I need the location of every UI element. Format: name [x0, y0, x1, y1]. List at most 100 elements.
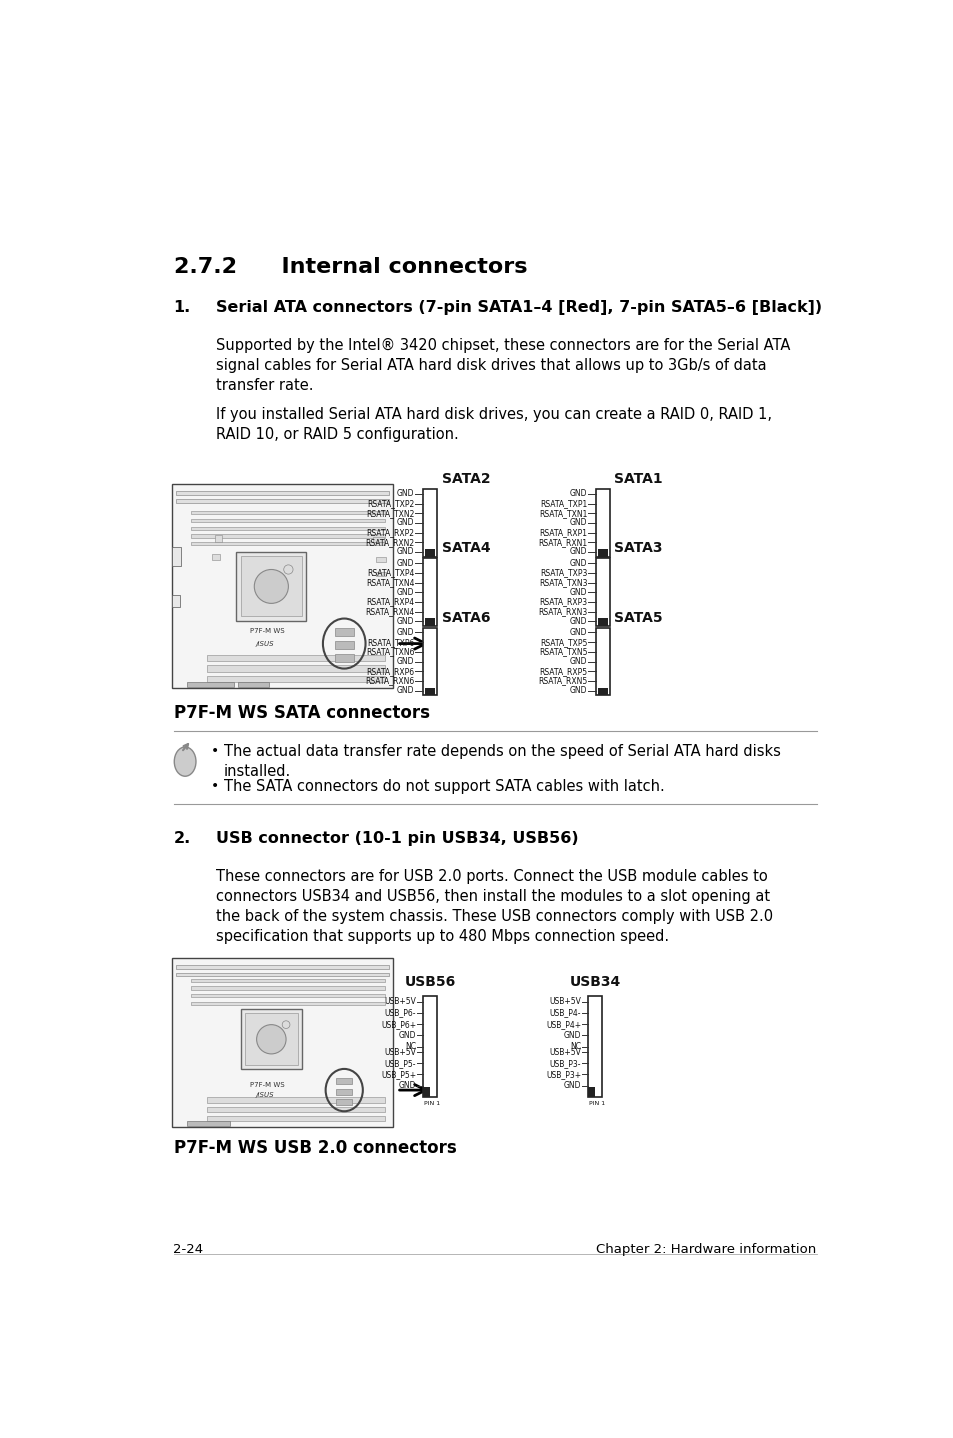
Bar: [241, 557, 301, 617]
Bar: [192, 979, 385, 982]
Bar: [192, 535, 385, 538]
Text: 1.: 1.: [173, 299, 191, 315]
Bar: [187, 1122, 230, 1126]
Text: •: •: [211, 779, 218, 794]
Text: RSATA_TXP1: RSATA_TXP1: [539, 499, 587, 508]
Text: RSATA_RXP4: RSATA_RXP4: [366, 597, 415, 607]
Text: GND: GND: [569, 617, 587, 626]
Text: SATA3: SATA3: [614, 541, 662, 555]
Text: USB_P6-: USB_P6-: [384, 1008, 416, 1018]
FancyArrowPatch shape: [399, 638, 425, 649]
Bar: [336, 1077, 352, 1084]
Bar: [425, 618, 435, 626]
Bar: [214, 535, 222, 542]
Text: SATA2: SATA2: [441, 472, 490, 486]
Bar: [336, 1089, 352, 1094]
Text: RSATA_RXN2: RSATA_RXN2: [365, 538, 415, 546]
Text: GND: GND: [396, 686, 415, 695]
Bar: [375, 572, 385, 577]
Text: 2.7.2  Internal connectors: 2.7.2 Internal connectors: [173, 257, 526, 278]
Bar: [422, 489, 436, 557]
Text: RSATA_TXN2: RSATA_TXN2: [366, 509, 415, 518]
Bar: [236, 552, 306, 621]
Bar: [373, 536, 383, 542]
Text: P7F-M WS: P7F-M WS: [250, 1081, 285, 1089]
Bar: [335, 641, 354, 649]
Text: USB_P4-: USB_P4-: [549, 1008, 580, 1018]
Text: •: •: [211, 743, 218, 758]
Bar: [336, 1099, 352, 1106]
Text: GND: GND: [396, 657, 415, 666]
Text: PIN 1: PIN 1: [423, 1100, 439, 1106]
Bar: [172, 546, 181, 567]
Text: NC: NC: [405, 1043, 416, 1051]
Text: GND: GND: [396, 519, 415, 528]
Text: USB_P5-: USB_P5-: [384, 1058, 416, 1068]
Text: USB+5V: USB+5V: [384, 998, 416, 1007]
Bar: [422, 627, 436, 696]
Text: GND: GND: [569, 686, 587, 695]
Bar: [192, 986, 385, 989]
Text: SATA4: SATA4: [441, 541, 490, 555]
Bar: [175, 492, 389, 495]
Bar: [172, 595, 179, 607]
Text: P7F-M WS: P7F-M WS: [250, 628, 285, 634]
FancyArrowPatch shape: [399, 1084, 425, 1096]
Text: RSATA_RXP5: RSATA_RXP5: [538, 667, 587, 676]
FancyArrowPatch shape: [183, 743, 188, 751]
Text: GND: GND: [569, 519, 587, 528]
Text: GND: GND: [396, 588, 415, 597]
Text: RSATA_RXN3: RSATA_RXN3: [537, 607, 587, 615]
Text: RSATA_TXN6: RSATA_TXN6: [366, 647, 415, 656]
Bar: [192, 512, 385, 515]
Text: USB+5V: USB+5V: [549, 998, 580, 1007]
Circle shape: [256, 1025, 286, 1054]
Bar: [192, 994, 385, 997]
Bar: [172, 958, 393, 1127]
Bar: [175, 972, 389, 976]
Bar: [192, 542, 385, 545]
Text: USB34: USB34: [569, 975, 620, 988]
Bar: [422, 1087, 430, 1097]
Text: GND: GND: [396, 548, 415, 557]
Bar: [422, 997, 436, 1097]
Text: GND: GND: [398, 1081, 416, 1090]
Bar: [237, 682, 269, 687]
Text: RSATA_TXN1: RSATA_TXN1: [538, 509, 587, 518]
Bar: [245, 1014, 297, 1066]
Text: USB_P6+: USB_P6+: [380, 1020, 416, 1028]
Text: RSATA_RXN6: RSATA_RXN6: [365, 676, 415, 686]
Bar: [425, 549, 435, 557]
Bar: [207, 1097, 385, 1103]
Bar: [596, 558, 609, 626]
Bar: [207, 1107, 385, 1112]
Text: GND: GND: [569, 628, 587, 637]
Text: GND: GND: [396, 489, 415, 499]
Text: RSATA_RXP1: RSATA_RXP1: [538, 528, 587, 536]
Circle shape: [282, 1021, 290, 1028]
Text: If you installed Serial ATA hard disk drives, you can create a RAID 0, RAID 1,
R: If you installed Serial ATA hard disk dr…: [216, 407, 771, 443]
Text: SATA6: SATA6: [441, 611, 490, 624]
Text: USB_P4+: USB_P4+: [545, 1020, 580, 1028]
Text: /ISUS: /ISUS: [255, 1093, 274, 1099]
Circle shape: [254, 569, 288, 604]
Text: RSATA_RXP6: RSATA_RXP6: [366, 667, 415, 676]
Text: SATA5: SATA5: [614, 611, 662, 624]
Text: SATA1: SATA1: [614, 472, 662, 486]
Text: These connectors are for USB 2.0 ports. Connect the USB module cables to
connect: These connectors are for USB 2.0 ports. …: [216, 870, 773, 943]
Bar: [596, 627, 609, 696]
Text: GND: GND: [569, 559, 587, 568]
Bar: [335, 654, 354, 661]
Text: 2.: 2.: [173, 831, 191, 846]
Text: RSATA_RXP3: RSATA_RXP3: [538, 597, 587, 607]
Text: RSATA_RXN1: RSATA_RXN1: [537, 538, 587, 546]
Text: The SATA connectors do not support SATA cables with latch.: The SATA connectors do not support SATA …: [224, 779, 664, 794]
Bar: [598, 618, 607, 626]
Text: GND: GND: [569, 588, 587, 597]
Text: RSATA_TXP6: RSATA_TXP6: [367, 637, 415, 647]
Text: GND: GND: [569, 489, 587, 499]
Text: 2-24: 2-24: [173, 1242, 203, 1255]
Text: P7F-M WS SATA connectors: P7F-M WS SATA connectors: [173, 703, 429, 722]
Ellipse shape: [174, 746, 195, 777]
Circle shape: [283, 565, 293, 574]
